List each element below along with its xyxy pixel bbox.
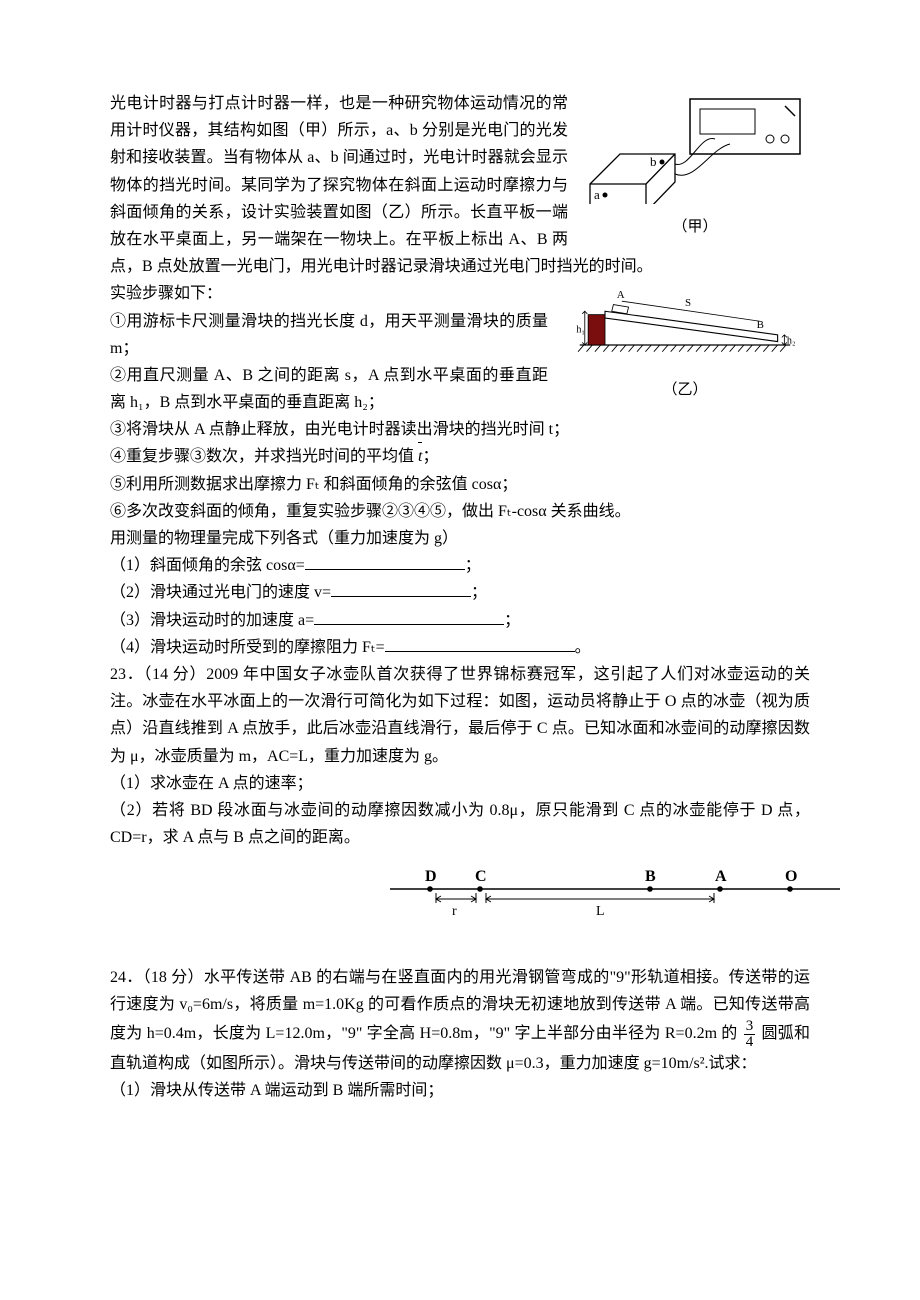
q4-text: （4）滑块运动时所受到的摩擦阻力 Fₜ= [110,639,385,656]
svg-text:L: L [596,904,605,919]
q4-blank[interactable] [385,635,575,652]
fraction-3-4: 3 4 [744,1019,756,1050]
figure-yi-caption: （乙） [560,378,810,404]
step-4a: ④重复步骤③数次，并求挡光时间的平均值 [110,448,414,465]
svg-text:S: S [685,298,691,310]
q23-head: 23．（14 分）2009 年中国女子冰壶队首次获得了世界锦标赛冠军，这引起了人… [110,661,810,770]
step-3: ③将滑块从 A 点静止释放，由光电计时器读出滑块的挡光时间 t； [110,416,810,443]
svg-text:B: B [757,319,764,331]
svg-text:A: A [715,869,727,885]
figure-jia: b a （甲） [580,94,810,241]
t-bar: t [418,443,422,470]
q3-text: （3）滑块运动时的加速度 a= [110,612,314,629]
label-b: b [650,154,657,169]
q1-text: （1）斜面倾角的余弦 cosα= [110,557,305,574]
svg-text:r: r [452,904,457,919]
q2-text: （2）滑块通过光电门的速度 v= [110,584,331,601]
step-5: ⑤利用所测数据求出摩擦力 Fₜ 和斜面倾角的余弦值 cosα； [110,471,810,498]
q24-p1: （1）滑块从传送带 A 端运动到 B 端所需时间； [110,1077,810,1104]
blank-prompt: 用测量的物理量完成下列各式（重力加速度为 g） [110,525,810,552]
q1-line: （1）斜面倾角的余弦 cosα=； [110,552,810,579]
step-4: ④重复步骤③数次，并求挡光时间的平均值 t； [110,443,810,470]
q2-blank[interactable] [331,580,471,597]
svg-text:A: A [617,289,625,301]
svg-text:h₂: h₂ [787,336,796,347]
q4-line: （4）滑块运动时所受到的摩擦阻力 Fₜ=。 [110,634,810,661]
figure-yi: h₁ h₂ S A B （乙） [560,286,810,403]
svg-text:h₁: h₁ [576,325,585,336]
q23-p1: （1）求冰壶在 A 点的速率； [110,770,810,797]
svg-text:C: C [475,869,487,885]
q24-head-a: 24．（18 分）水平传送带 AB 的右端与在竖直面内的用光滑钢管弯成的"9"形… [110,969,810,1042]
step-6: ⑥多次改变斜面的倾角，重复实验步骤②③④⑤，做出 Fₜ-cosα 关系曲线。 [110,498,810,525]
step-4b: ； [422,448,438,465]
frac-num: 3 [744,1019,756,1035]
svg-text:D: D [425,869,437,885]
figure-jia-svg: b a [580,94,810,204]
svg-text:B: B [645,869,656,885]
q23-diagram-svg: D C B A Or L [390,869,840,924]
q3-line: （3）滑块运动时的加速度 a=； [110,607,810,634]
q2-line: （2）滑块通过光电门的速度 v=； [110,579,810,606]
q23-p2: （2）若将 BD 段冰面与冰壶间的动摩擦因数减小为 0.8μ，原只能滑到 C 点… [110,797,810,851]
frac-den: 4 [744,1035,756,1050]
figure-jia-caption: （甲） [580,215,810,241]
figure-yi-svg: h₁ h₂ S A B [560,286,810,366]
svg-text:O: O [785,869,797,885]
label-a: a [594,187,600,202]
q23-diagram: D C B A Or L [110,869,810,924]
q3-blank[interactable] [314,608,504,625]
q1-blank[interactable] [305,553,465,570]
q24-head: 24．（18 分）水平传送带 AB 的右端与在竖直面内的用光滑钢管弯成的"9"形… [110,964,810,1077]
